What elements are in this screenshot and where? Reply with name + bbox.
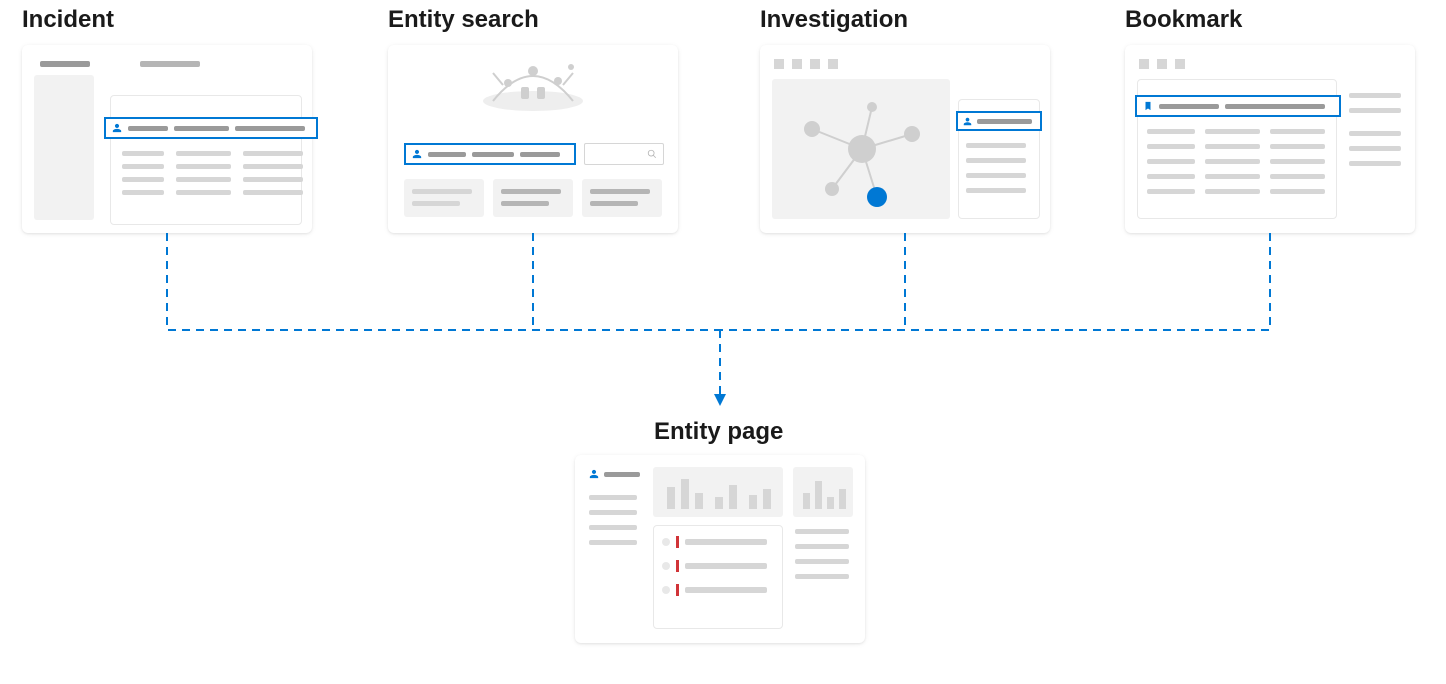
bookmark-card [1125,45,1415,233]
mini-chart-icon [793,467,853,517]
incident-label: Incident [22,6,114,34]
user-icon [589,469,599,479]
alert-row [662,584,774,596]
user-icon [112,123,122,133]
investigation-entity-row [956,111,1042,131]
search-input-mock [584,143,664,165]
investigation-graph [772,79,950,219]
bookmark-entity-row [1135,95,1341,117]
investigation-label: Investigation [760,6,908,34]
entity-search-selected [404,143,576,165]
entity-search-card [388,45,678,233]
investigation-card [760,45,1050,233]
incident-entity-row [104,117,318,139]
entity-search-label: Entity search [388,6,539,34]
entity-page-card [575,455,865,643]
bookmark-icon [1143,100,1153,112]
user-icon [963,117,972,126]
search-icon [647,149,657,159]
user-icon [412,149,422,159]
alert-row [662,560,774,572]
alert-row [662,536,774,548]
entity-page-label: Entity page [654,418,783,446]
incident-card [22,45,312,233]
bookmark-label: Bookmark [1125,6,1242,34]
search-illustration [473,53,593,113]
bar-chart-icon [653,467,783,517]
